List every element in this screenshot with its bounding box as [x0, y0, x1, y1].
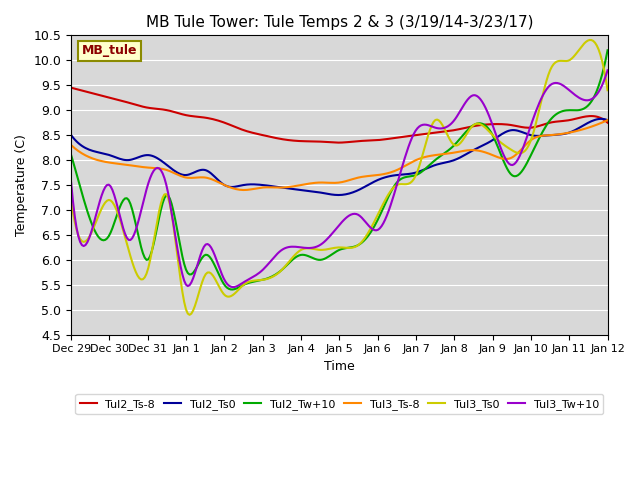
Tul2_Tw+10: [397, 176, 405, 181]
Tul3_Ts0: [387, 188, 394, 194]
Tul2_Ts0: [69, 134, 77, 140]
Tul3_Tw+10: [556, 81, 563, 86]
Tul3_Tw+10: [604, 67, 611, 73]
Line: Tul3_Ts-8: Tul3_Ts-8: [71, 120, 607, 190]
Y-axis label: Temperature (C): Temperature (C): [15, 134, 28, 236]
Tul3_Tw+10: [69, 198, 77, 204]
Tul2_Ts-8: [335, 140, 342, 145]
Tul2_Ts0: [67, 132, 75, 138]
X-axis label: Time: Time: [324, 360, 355, 373]
Tul2_Ts-8: [387, 136, 394, 142]
Tul3_Ts0: [186, 312, 193, 318]
Tul3_Ts-8: [556, 132, 563, 137]
Tul3_Ts-8: [388, 169, 396, 175]
Tul3_Tw+10: [67, 180, 75, 185]
Tul3_Tw+10: [388, 197, 396, 203]
Line: Tul3_Ts0: Tul3_Ts0: [71, 40, 607, 315]
Tul3_Ts0: [69, 209, 77, 215]
Tul2_Ts-8: [67, 85, 75, 91]
Line: Tul2_Ts0: Tul2_Ts0: [71, 119, 607, 195]
Line: Tul3_Tw+10: Tul3_Tw+10: [71, 70, 607, 287]
Tul3_Tw+10: [387, 203, 394, 208]
Tul2_Tw+10: [228, 287, 236, 292]
Tul2_Ts-8: [556, 119, 563, 124]
Tul3_Ts0: [556, 58, 563, 64]
Tul3_Tw+10: [228, 284, 236, 290]
Tul2_Ts0: [596, 116, 604, 122]
Tul3_Tw+10: [521, 140, 529, 145]
Tul3_Ts0: [67, 197, 75, 203]
Tul2_Ts-8: [388, 135, 396, 141]
Tul2_Ts-8: [521, 125, 529, 131]
Tul2_Ts0: [388, 173, 396, 179]
Tul2_Tw+10: [69, 158, 77, 164]
Legend: Tul2_Ts-8, Tul2_Ts0, Tul2_Tw+10, Tul3_Ts-8, Tul3_Ts0, Tul3_Tw+10: Tul2_Ts-8, Tul2_Ts0, Tul2_Tw+10, Tul3_Ts…: [76, 394, 604, 414]
Tul2_Ts-8: [397, 134, 405, 140]
Tul2_Tw+10: [556, 109, 563, 115]
Line: Tul2_Ts-8: Tul2_Ts-8: [71, 88, 607, 143]
Tul2_Tw+10: [387, 190, 394, 195]
Tul3_Ts-8: [397, 165, 405, 171]
Tul3_Ts0: [586, 37, 593, 43]
Tul3_Ts0: [604, 87, 611, 93]
Tul3_Ts0: [521, 148, 529, 154]
Tul2_Ts-8: [604, 120, 611, 126]
Tul3_Ts-8: [239, 187, 247, 193]
Tul3_Ts-8: [604, 117, 611, 123]
Tul3_Ts0: [388, 186, 396, 192]
Tul2_Ts0: [397, 172, 405, 178]
Tul2_Ts0: [335, 192, 342, 198]
Tul2_Ts0: [604, 117, 611, 123]
Tul3_Ts-8: [69, 144, 77, 150]
Tul3_Ts0: [397, 181, 405, 187]
Tul3_Ts-8: [67, 142, 75, 148]
Tul3_Tw+10: [397, 167, 405, 173]
Tul2_Ts-8: [69, 85, 77, 91]
Tul2_Tw+10: [67, 152, 75, 158]
Line: Tul2_Tw+10: Tul2_Tw+10: [71, 50, 607, 289]
Tul3_Ts-8: [387, 169, 394, 175]
Tul3_Ts-8: [521, 143, 529, 148]
Tul2_Ts0: [387, 173, 394, 179]
Tul2_Tw+10: [604, 48, 611, 53]
Tul2_Tw+10: [388, 186, 396, 192]
Tul2_Tw+10: [521, 164, 529, 169]
Tul2_Ts0: [521, 131, 529, 136]
Text: MB_tule: MB_tule: [82, 44, 138, 57]
Tul2_Ts0: [556, 132, 563, 137]
Title: MB Tule Tower: Tule Temps 2 & 3 (3/19/14-3/23/17): MB Tule Tower: Tule Temps 2 & 3 (3/19/14…: [146, 15, 533, 30]
